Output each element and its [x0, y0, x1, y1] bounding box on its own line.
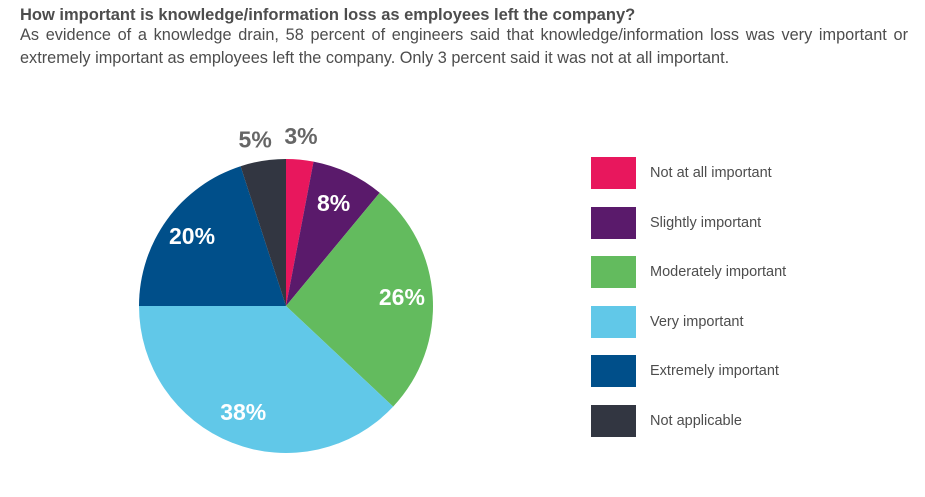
legend-label: Not applicable [650, 412, 742, 429]
legend-label: Not at all important [650, 165, 772, 181]
legend-item: Extremely important [591, 355, 786, 387]
legend: Not at all important Slightly important … [591, 157, 786, 454]
data-label-not-applicable: 5% [239, 126, 272, 152]
data-label-slightly-important: 8% [317, 190, 350, 216]
legend-item: Not at all important [591, 157, 786, 189]
legend-swatch [591, 404, 636, 437]
legend-label: Very important [650, 313, 744, 330]
chart-subtitle: As evidence of a knowledge drain, 58 per… [20, 26, 908, 67]
legend-label: Moderately important [650, 264, 787, 280]
pie-slice-extremely-important [139, 166, 286, 306]
legend-swatch [591, 355, 636, 387]
legend-swatch [591, 256, 636, 288]
legend-item: Slightly important [591, 206, 786, 239]
legend-swatch [591, 157, 636, 189]
pie-slice-not-applicable [240, 159, 286, 306]
pie-slice-not-at-all-important [286, 159, 314, 306]
data-label-very-important: 38% [220, 399, 266, 425]
pie-slice-moderately-important [286, 192, 433, 407]
legend-item: Not applicable [591, 404, 786, 437]
pie-slice-very-important [139, 306, 394, 453]
pie-slice-slightly-important [286, 161, 380, 306]
chart-title: How important is knowledge/information l… [20, 6, 636, 24]
legend-item: Moderately important [591, 256, 786, 288]
data-label-extremely-important: 20% [169, 223, 215, 249]
legend-label: Extremely important [650, 363, 779, 379]
legend-item: Very important [591, 305, 786, 338]
legend-label: Slightly important [650, 214, 762, 231]
data-label-not-at-all-important: 3% [284, 123, 317, 149]
legend-swatch [591, 206, 636, 239]
data-label-moderately-important: 26% [379, 284, 425, 310]
legend-swatch [591, 305, 636, 338]
